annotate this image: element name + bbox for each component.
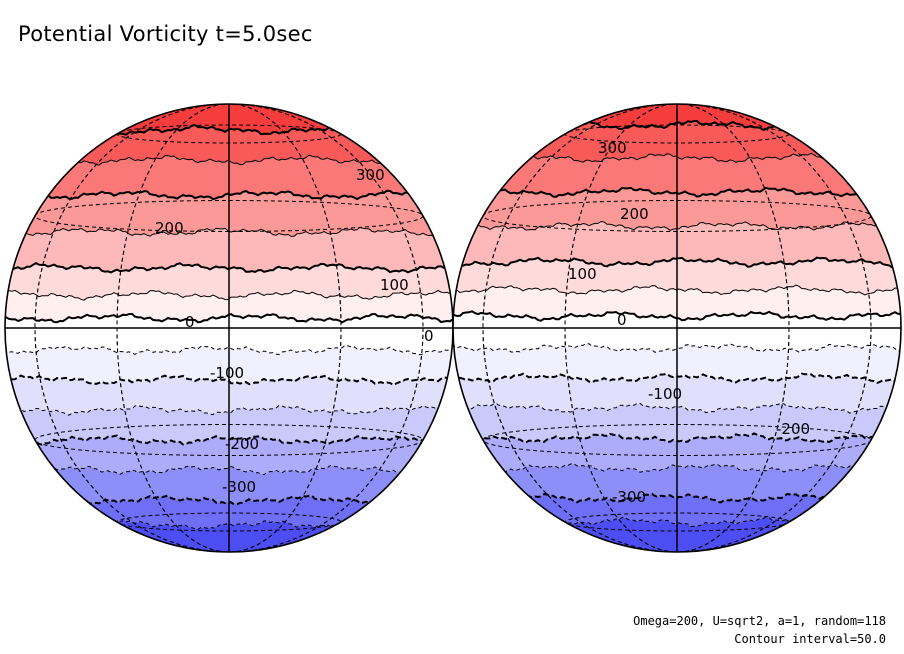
pv-contour-line: [5, 404, 453, 416]
pv-contour-line: [5, 261, 453, 274]
right-contour-label-100: 100: [568, 265, 597, 283]
contour-interval-note: Contour interval=50.0: [734, 632, 886, 646]
left-contour-label-0: 0: [185, 313, 195, 331]
pv-contour-line: [453, 220, 901, 231]
right-contour-label-200: 200: [620, 205, 649, 223]
right-contour-label-neg200: -200: [776, 420, 810, 438]
right-contour-label-neg300: -300: [612, 488, 646, 506]
pv-contour-line: [453, 343, 901, 353]
pv-contour-line: [5, 374, 453, 386]
right-contour-label-neg100: -100: [648, 385, 682, 403]
pv-contour-line: [5, 434, 453, 446]
left-contour-label-neg200: -200: [225, 435, 259, 453]
right-globe-outline: [452, 103, 902, 553]
pv-contour-line: [453, 185, 901, 198]
pv-contour-line: [5, 226, 453, 238]
pv-contour-line: [5, 344, 453, 356]
pv-contour-line: [453, 402, 901, 414]
left-contour-label-neg300: -300: [222, 478, 256, 496]
right-globe-fill: [453, 104, 901, 552]
right-contour-label-0: 0: [617, 311, 627, 329]
pv-contour-line: [453, 256, 901, 269]
run-parameters: Omega=200, U=sqrt2, a=1, random=118: [633, 614, 886, 628]
left-contour-label-100: 100: [380, 276, 409, 294]
left-hemisphere: 300 200 100 0 0 -100 -200 -300: [4, 103, 454, 553]
pv-contour-line: [453, 463, 901, 473]
left-contour-label-0b: 0: [424, 327, 434, 345]
pv-contour-line: [5, 189, 453, 201]
right-contour-label-300: 300: [598, 139, 627, 157]
right-hemisphere: 300 200 100 0 -100 -200 -300: [452, 103, 902, 553]
pv-contour-line: [453, 310, 901, 322]
pv-contour-line: [453, 284, 901, 296]
left-contour-label-300: 300: [356, 166, 385, 184]
left-contour-label-neg100: -100: [210, 364, 244, 382]
plot-title: Potential Vorticity t=5.0sec: [18, 22, 313, 46]
pv-contour-line: [5, 312, 453, 324]
left-contour-label-200: 200: [155, 219, 184, 237]
pv-contour-line: [5, 289, 453, 301]
